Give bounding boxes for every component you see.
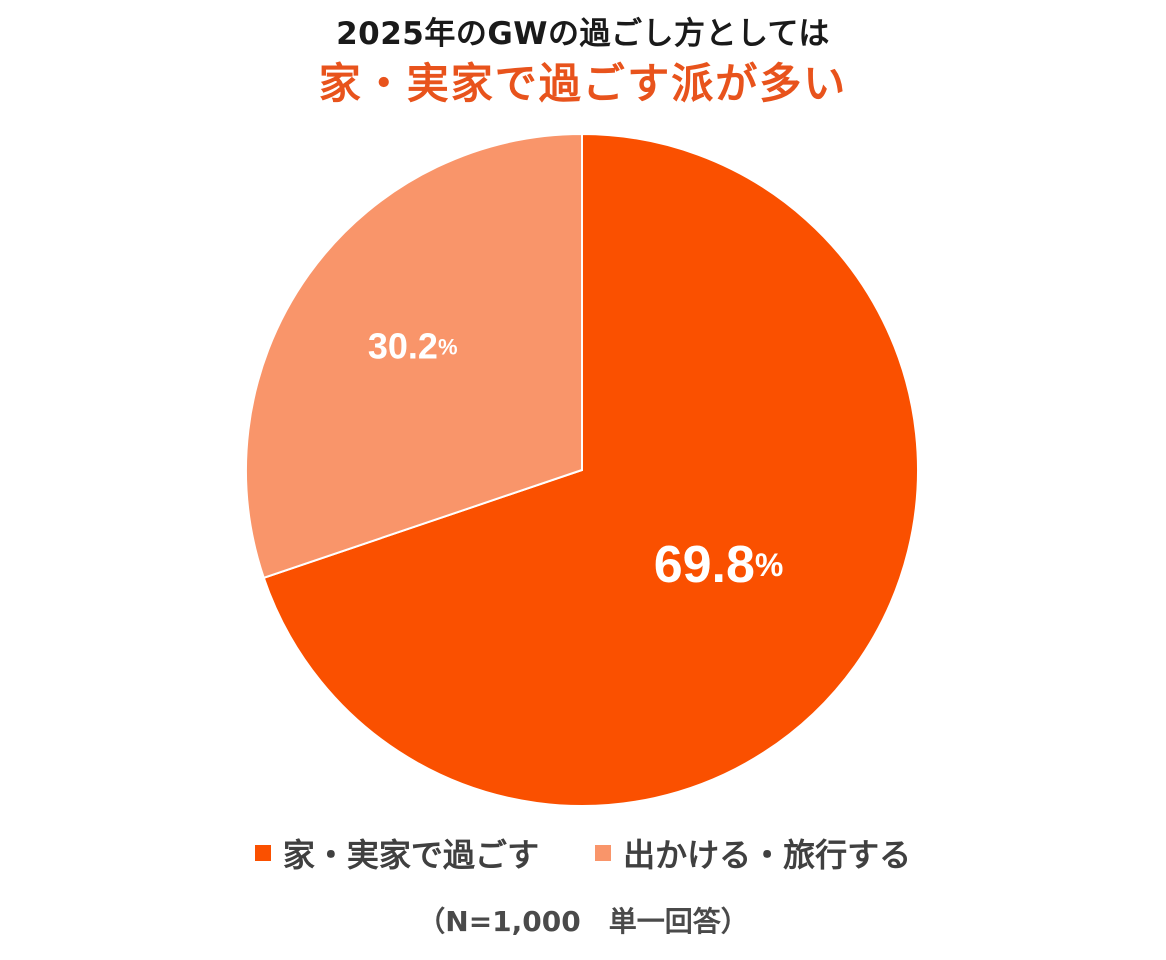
legend-swatch-home xyxy=(254,845,271,861)
sample-note: （N=1,000 単一回答） xyxy=(417,905,749,938)
legend-item-travel: 出かける・旅行する xyxy=(595,830,911,876)
chart-title: 2025年のGWの過ごし方としては xyxy=(336,16,830,52)
pie-label-travel: 30.2% xyxy=(368,325,458,366)
legend-label-travel: 出かける・旅行する xyxy=(623,836,912,874)
pie-label-home: 69.8% xyxy=(654,536,784,594)
legend: 家・実家で過ごす 出かける・旅行する xyxy=(0,830,1166,876)
pie-slice-home xyxy=(262,132,919,807)
chart-subtitle: 家・実家で過ごす派が多い xyxy=(318,59,848,108)
legend-swatch-travel xyxy=(595,845,612,861)
pie-slice-travel xyxy=(245,132,583,580)
legend-label-home: 家・実家で過ごす xyxy=(282,836,540,874)
legend-item-home: 家・実家で過ごす xyxy=(254,830,540,876)
